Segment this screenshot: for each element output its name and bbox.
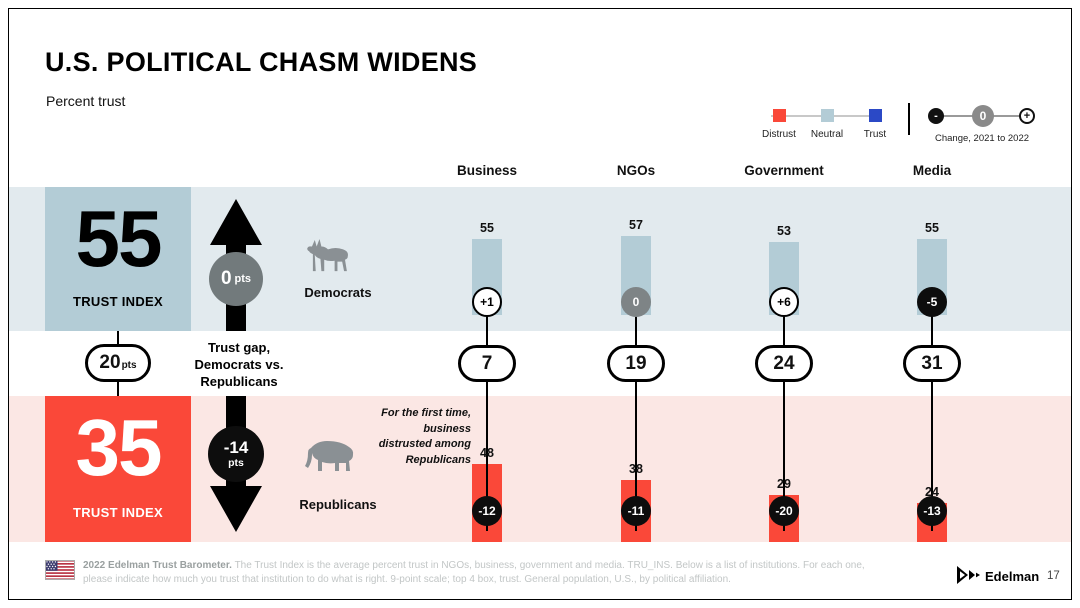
democrat-trust-index-label: TRUST INDEX	[73, 294, 163, 309]
change-zero-icon: 0	[972, 105, 994, 127]
democrat-trust-index-box: 55 TRUST INDEX	[45, 187, 191, 331]
republican-bar-value: 24	[925, 485, 939, 499]
republican-change-unit: pts	[228, 456, 244, 469]
democrat-change-badge: 0	[621, 287, 651, 317]
democrat-donkey-icon	[307, 239, 348, 272]
democrat-change-unit: pts	[234, 273, 252, 285]
distrust-color-swatch	[772, 109, 786, 122]
democrat-change-circle: 0 pts	[209, 252, 263, 306]
republican-bar-value: 48	[480, 446, 494, 460]
party-gap-value: 7	[458, 345, 516, 382]
footer-text: The Trust Index is the average percent t…	[83, 560, 865, 585]
republican-bar-value: 38	[629, 462, 643, 476]
legend-label: Trust	[863, 129, 887, 140]
business-distrust-annotation: For the first time, business distrusted …	[327, 406, 471, 468]
chart-area: Business 55 +1 7 48 -12 NGOs 57 0 19 38 -11 Governme…	[9, 9, 1071, 599]
column-connector-line	[635, 302, 637, 531]
trust-gap-value: 20	[99, 352, 121, 373]
republican-change-badge: -12	[472, 496, 502, 526]
legend-label: Distrust	[762, 129, 796, 140]
republican-trust-index-box: 35 TRUST INDEX	[45, 396, 191, 542]
legend-item-trust: Trust	[855, 109, 895, 140]
republican-trust-index-label: TRUST INDEX	[73, 505, 163, 520]
annotation-line: distrusted among	[378, 438, 471, 450]
trust-gap-unit: pts	[121, 360, 137, 371]
trust-gap-label-line: Trust gap,	[207, 340, 271, 355]
republican-elephant-icon	[305, 441, 354, 471]
change-plus-icon: +	[1019, 108, 1035, 124]
column-header-government: Government	[744, 163, 824, 178]
democrat-bar-value: 57	[629, 218, 643, 232]
legend-divider	[908, 103, 910, 135]
trust-gap-oval: 20 pts	[85, 344, 151, 382]
democrat-bar-value: 55	[925, 221, 939, 235]
column-header-ngos: NGOs	[616, 163, 656, 178]
trust-legend: Distrust Neutral Trust	[759, 109, 895, 140]
democrat-bar-value: 55	[480, 221, 494, 235]
legend-item-distrust: Distrust	[759, 109, 799, 140]
republican-change-badge: -13	[917, 496, 947, 526]
column-header-media: Media	[912, 163, 952, 178]
democrat-change-badge: -5	[917, 287, 947, 317]
democrat-change-badge: +1	[472, 287, 502, 317]
legend-item-neutral: Neutral	[807, 109, 847, 140]
page-title: U.S. POLITICAL CHASM WIDENS	[45, 47, 478, 77]
footer-note: 2022 Edelman Trust Barometer. The Trust …	[83, 559, 883, 586]
trust-gap-label: Trust gap, Democrats vs. Republicans	[177, 339, 301, 390]
republican-change-circle: -14 pts	[208, 426, 264, 482]
trust-gap-label-line: Republicans	[200, 374, 278, 389]
legend-label: Neutral	[810, 129, 844, 140]
neutral-color-swatch	[820, 109, 834, 122]
party-gap-value: 19	[607, 345, 665, 382]
annotation-line: For the first time,	[381, 407, 471, 419]
column-connector-line	[931, 302, 933, 531]
change-legend-label: Change, 2021 to 2022	[934, 133, 1030, 144]
party-gap-value: 24	[755, 345, 813, 382]
subtitle: Percent trust	[46, 93, 126, 109]
republicans-row-label: Republicans	[299, 497, 377, 512]
slide-canvas: U.S. POLITICAL CHASM WIDENS Percent trus…	[8, 8, 1072, 600]
democrat-change-value: 0	[220, 268, 232, 289]
republican-change-value: -14	[223, 437, 249, 457]
trust-color-swatch	[868, 109, 882, 122]
republican-change-badge: -20	[769, 496, 799, 526]
column-connector-line	[783, 302, 785, 531]
column-connector-line	[486, 302, 488, 531]
republican-bar-value: 29	[777, 477, 791, 491]
annotation-line: business	[423, 422, 471, 435]
annotation-line: Republicans	[405, 453, 471, 466]
column-header-business: Business	[456, 163, 518, 178]
republican-trust-index-value: 35	[75, 403, 163, 492]
democrat-change-badge: +6	[769, 287, 799, 317]
edelman-logo-icon	[957, 566, 980, 584]
page-number: 17	[1047, 570, 1060, 582]
us-flag-icon	[45, 560, 75, 580]
footer-source: 2022 Edelman Trust Barometer.	[83, 560, 232, 571]
change-minus-icon: -	[928, 108, 944, 124]
republican-change-badge: -11	[621, 496, 651, 526]
democrat-bar-value: 53	[777, 224, 791, 238]
democrats-row-label: Democrats	[304, 285, 372, 300]
party-gap-value: 31	[903, 345, 961, 382]
trust-gap-label-line: Democrats vs.	[194, 357, 284, 372]
edelman-logo-text: Edelman	[985, 569, 1040, 584]
democrat-trust-index-value: 55	[75, 194, 163, 283]
